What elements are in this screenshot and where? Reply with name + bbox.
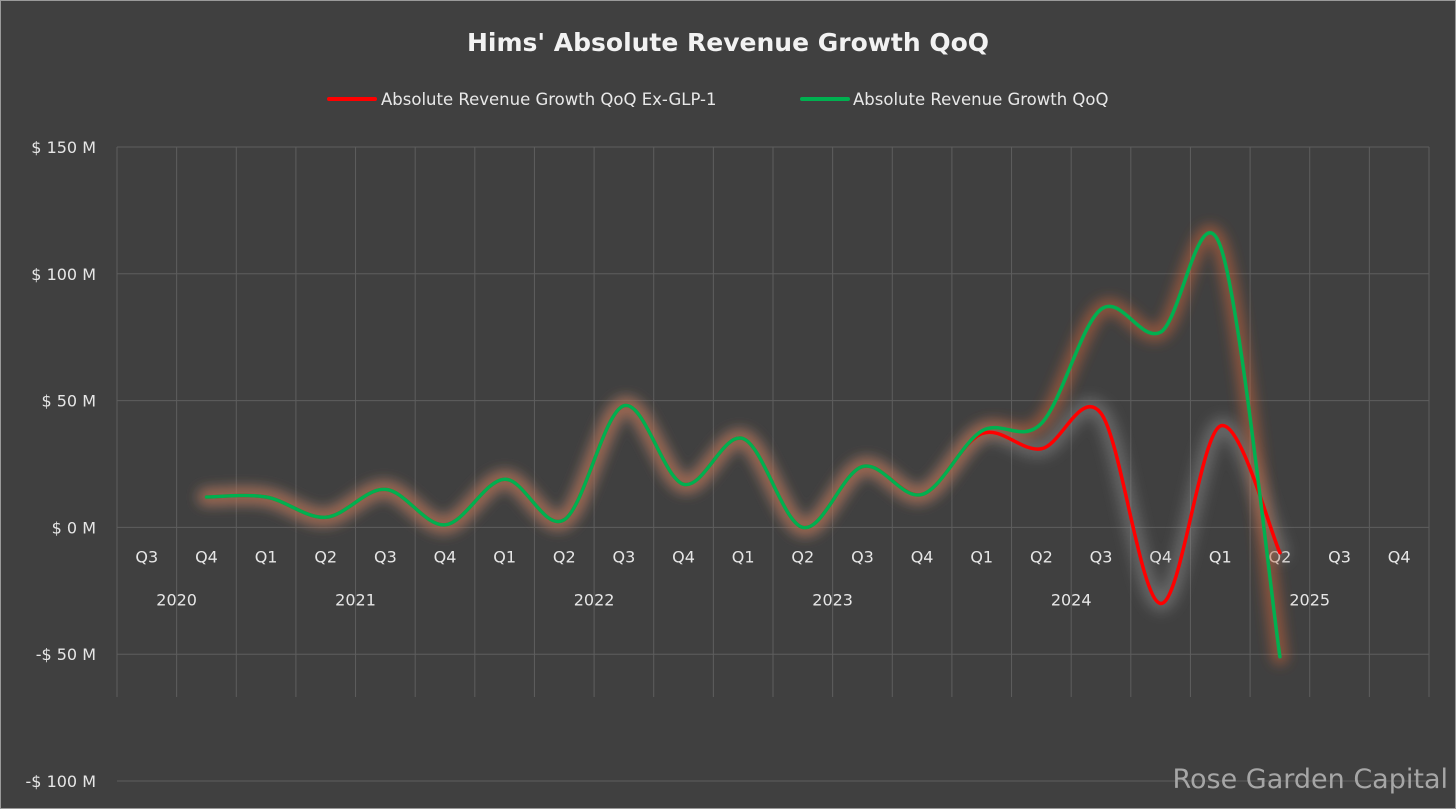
legend: Absolute Revenue Growth QoQ Ex-GLP-1 Abs… [327,90,1109,109]
x-tick-label: Q4 [911,547,934,566]
x-tick-label: Q4 [672,547,695,566]
x-tick-label: Q1 [732,547,755,566]
x-tick-label: Q3 [135,547,158,566]
y-tick-label: $ 100 M [31,265,96,284]
y-tick-label: $ 50 M [41,392,96,411]
x-tick-label: Q1 [255,547,278,566]
x-year-label: 2022 [574,590,615,609]
x-tick-label: Q3 [851,547,874,566]
x-tick-label: Q2 [1030,547,1053,566]
x-tick-label: Q3 [613,547,636,566]
legend-label-ex-glp1: Absolute Revenue Growth QoQ Ex-GLP-1 [381,90,717,109]
x-tick-label: Q1 [493,547,516,566]
x-tick-label: Q3 [1090,547,1113,566]
watermark: Rose Garden Capital [1172,764,1448,795]
x-axis-ticks: Q3 Q4 Q1 Q2 Q3 Q4 Q1 Q2 Q3 Q4 Q1 Q2 Q3 Q4 Q1 Q2 Q3 Q4 Q1 Q2… [135,547,1410,609]
x-tick-label: Q2 [314,547,337,566]
y-tick-label: -$ 100 M [26,772,96,791]
x-year-label: 2025 [1289,590,1330,609]
series-lines [204,231,1282,659]
x-tick-label: Q4 [1149,547,1172,566]
grid [116,146,1430,782]
x-tick-label: Q1 [970,547,993,566]
x-year-label: 2023 [812,590,853,609]
chart-title: Hims' Absolute Revenue Growth QoQ [467,28,989,57]
x-tick-label: Q1 [1209,547,1232,566]
y-tick-label: $ 0 M [52,518,96,537]
y-axis-ticks: $ 150 M $ 100 M $ 50 M $ 0 M -$ 50 M -$ 100 M [26,138,96,791]
y-tick-label: $ 150 M [31,138,96,157]
x-year-label: 2020 [156,590,197,609]
x-year-label: 2021 [335,590,376,609]
series-line-total [204,231,1282,659]
legend-label-total: Absolute Revenue Growth QoQ [853,90,1109,109]
x-year-label: 2024 [1051,590,1092,609]
x-tick-label: Q2 [553,547,576,566]
x-tick-label: Q2 [791,547,814,566]
x-tick-label: Q3 [1328,547,1351,566]
x-tick-label: Q3 [374,547,397,566]
x-tick-label: Q4 [1388,547,1411,566]
y-tick-label: -$ 50 M [36,645,96,664]
x-tick-label: Q4 [434,547,457,566]
x-tick-label: Q4 [195,547,218,566]
